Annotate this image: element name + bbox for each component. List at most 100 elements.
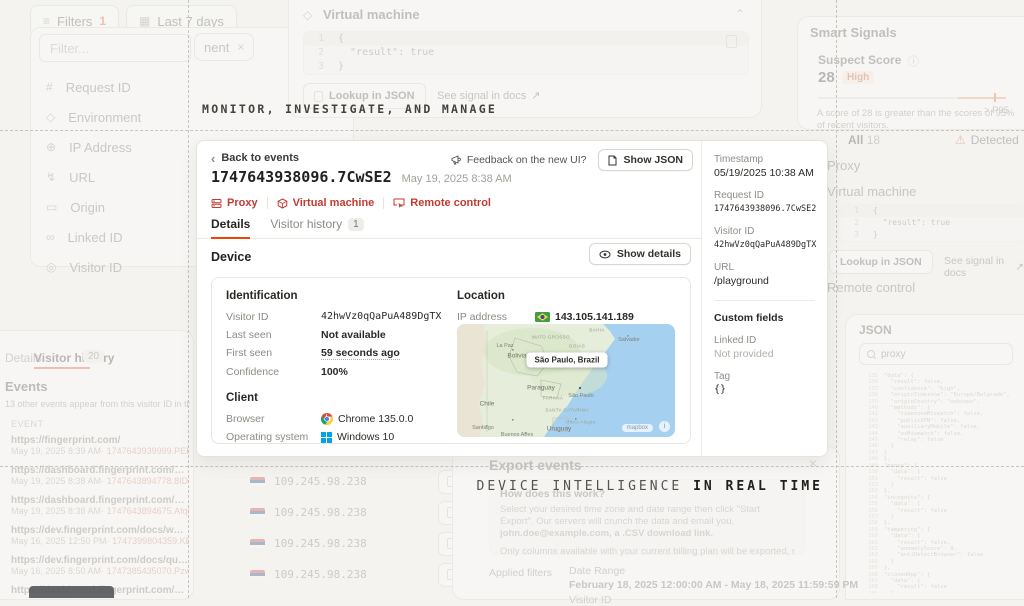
filter-item-icon: ◎ (46, 260, 56, 274)
dashed-guide-horizontal-top (0, 130, 1024, 131)
bg-event-time: May 19, 2025 8:38 AM (11, 506, 101, 516)
chevron-left-icon: ‹ (211, 153, 215, 164)
show-details-button[interactable]: Show details (589, 243, 691, 265)
field-label: Tag (714, 371, 815, 382)
virtual-machine-icon (277, 198, 288, 209)
bg-ip-value: 109.245.98.238 (274, 475, 367, 488)
device-panel: Identification Visitor ID 42hwVz0qQaPuA4… (211, 277, 691, 444)
bg-event-id: 1747399804359.KBqKxv (107, 536, 189, 546)
bg-lookup-label: Lookup in JSON (840, 256, 922, 268)
signal-badges: Proxy Virtual machine Remote control (211, 197, 509, 209)
location-map[interactable]: La Paz Bolivia MATO GROSSO GOIÁS BAHIA S… (457, 324, 675, 437)
line-code: "result": true (873, 217, 950, 229)
score-note: A score of 28 is greater than the scores… (817, 108, 1017, 132)
filter-item-icon: ⊕ (46, 140, 56, 154)
export-visitor-label: Visitor ID (569, 594, 611, 606)
code-line: 2 "result": true (304, 46, 748, 60)
chip-label: nent (204, 40, 229, 55)
event-detail-main: ‹ Back to events Feedback on the new UI?… (197, 141, 701, 456)
chrome-icon (321, 413, 333, 425)
map-attribution[interactable]: mapbox (622, 424, 653, 432)
feedback-label: Feedback on the new UI? (467, 154, 587, 166)
sidebar-visitor-id-value: 42hwVz0qQaPuA489DgTX (714, 239, 815, 251)
bg-lookup-json-button: Lookup in JSON (829, 250, 933, 274)
map-label: Santiago (472, 425, 494, 431)
sidebar-divider (714, 300, 815, 301)
row-label: First seen (226, 347, 321, 360)
megaphone-icon (451, 155, 462, 165)
bg-events-title: Events (5, 379, 48, 394)
export-body: Select your desired time zone and date r… (500, 504, 794, 540)
map-info-button[interactable]: i (659, 421, 670, 432)
bg-event-meta: May 19, 2025 8:38 AM1747643894675.AfqEY (11, 506, 189, 516)
serbia-flag-icon (250, 508, 265, 518)
client-title: Client (226, 392, 451, 404)
map-label: Buenos Aires (501, 432, 533, 437)
last-seen-value: Not available (321, 329, 386, 341)
browser-value: Chrome 135.0.0 (321, 413, 413, 425)
filter-item-icon: ↯ (46, 170, 56, 184)
dashed-guide-vertical-right (836, 0, 837, 598)
environment-chip: nent × (194, 33, 254, 61)
export-note: Only columns available with your current… (500, 546, 794, 558)
bg-proxy-row: Proxy (827, 158, 860, 173)
filter-item-label: URL (69, 170, 95, 185)
copy-icon (726, 35, 737, 48)
back-to-events-link[interactable]: ‹ Back to events (211, 152, 299, 164)
json-drawer-code: 135 "data": { 136 "result": false, 137 "… (864, 373, 1024, 593)
bg-event-time: May 16, 2025 12:50 PM (11, 536, 107, 546)
vm-code-block: 1 { 2 "result": true 3 } (303, 31, 749, 75)
tab-details[interactable]: Details (211, 217, 250, 239)
export-dialog: Export events × How does this work? Sele… (452, 446, 840, 600)
show-json-button[interactable]: Show JSON (598, 149, 693, 171)
bg-see-docs-label: See signal in docs (944, 255, 1010, 279)
calendar-icon: ▦ (139, 14, 150, 28)
bg-events-note: 13 other events appear from this visitor… (5, 399, 190, 409)
bg-event-time: May 16, 2025 8:50 AM (11, 566, 101, 576)
tab-history-label: Visitor history (270, 217, 342, 231)
line-code: { (338, 32, 344, 46)
external-link-icon: ↗ (531, 89, 540, 102)
map-label: Pôrto Alegre (566, 420, 596, 425)
dashed-guide-horizontal-bottom (0, 466, 1024, 467)
bg-event-url: https://dev.fingerprint.com/docs/quick-s… (11, 555, 189, 566)
serbia-flag-icon (250, 477, 265, 487)
field-label: Request ID (714, 190, 815, 201)
line-number: 3 (849, 229, 859, 241)
tab-visitor-history[interactable]: Visitor history 1 (270, 217, 363, 237)
smart-signals-title: Smart Signals (810, 25, 897, 40)
os-name: Windows 10 (337, 431, 394, 443)
bg-event-url: https://dashboard.fingerprint.com/worksp… (11, 495, 189, 506)
bg-ip-value: 109.245.98.238 (274, 506, 367, 519)
date-range-label: Date Range (569, 565, 625, 577)
cube-icon: ◇ (303, 8, 312, 22)
tag-field: Tag {} (714, 371, 815, 396)
show-json-label: Show JSON (623, 154, 683, 166)
linked-id-field: Linked ID Not provided (714, 335, 815, 360)
map-label: MATO GROSSO (532, 335, 570, 340)
row-label: Browser (226, 413, 321, 425)
row-label: Last seen (226, 329, 321, 341)
see-docs-link: See signal in docs ↗ (437, 89, 541, 102)
json-search-input: proxy (859, 343, 1013, 365)
field-label: Timestamp (714, 154, 815, 165)
serbia-flag-icon (250, 539, 265, 549)
export-title: Export events (489, 457, 582, 473)
url-field: URL /playground (714, 262, 815, 287)
bg-event-row: https://dev.fingerprint.com/docs/webhook… (11, 525, 189, 546)
eye-icon (599, 250, 611, 259)
identification-title: Identification (226, 290, 451, 302)
filter-item-icon: ◇ (46, 110, 55, 124)
heading-light-part: DEVICE INTELLIGENCE (477, 479, 683, 494)
os-row: Operating system Windows 10 (226, 431, 451, 443)
bg-event-id: 1747643939999.PER2lo (101, 446, 189, 456)
filter-item-label: Environment (68, 110, 141, 125)
filter-item-label: Request ID (66, 80, 131, 95)
feedback-link[interactable]: Feedback on the new UI? (451, 154, 587, 166)
field-label: Linked ID (714, 335, 815, 346)
back-to-events-label: Back to events (221, 152, 299, 164)
visitor-history-panel: Details Visitor history 20 Events 13 oth… (0, 330, 194, 600)
bg-ip-value: 109.245.98.238 (274, 537, 367, 550)
remote-control-icon (393, 198, 405, 209)
json-drawer: JSON proxy 135 "data": { 136 "result": f… (845, 314, 1024, 600)
